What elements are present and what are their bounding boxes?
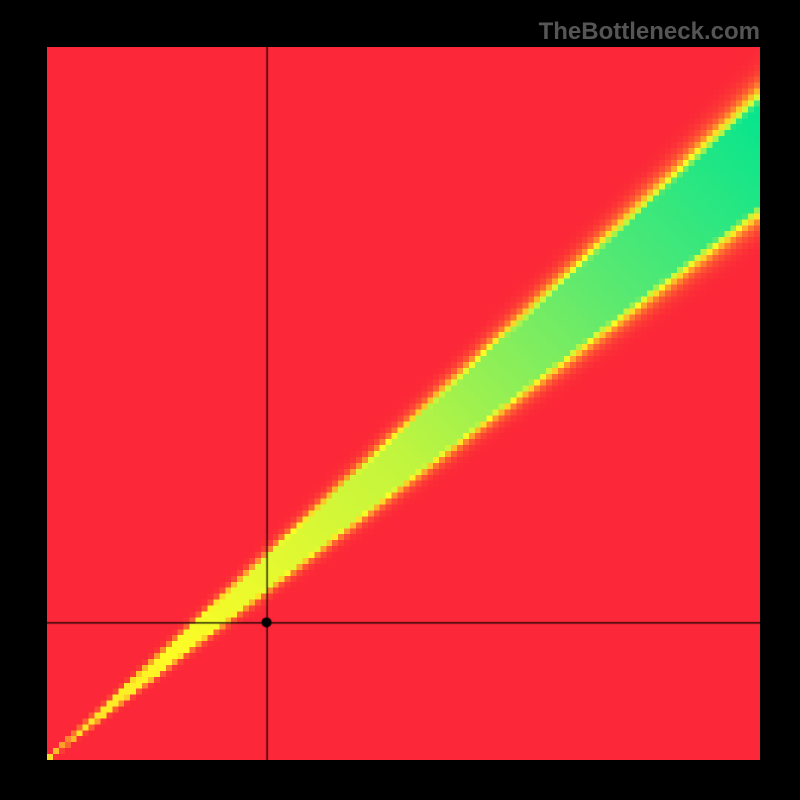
watermark-text: TheBottleneck.com	[539, 18, 760, 46]
bottleneck-heatmap	[47, 47, 760, 760]
chart-container: TheBottleneck.com	[0, 0, 800, 800]
